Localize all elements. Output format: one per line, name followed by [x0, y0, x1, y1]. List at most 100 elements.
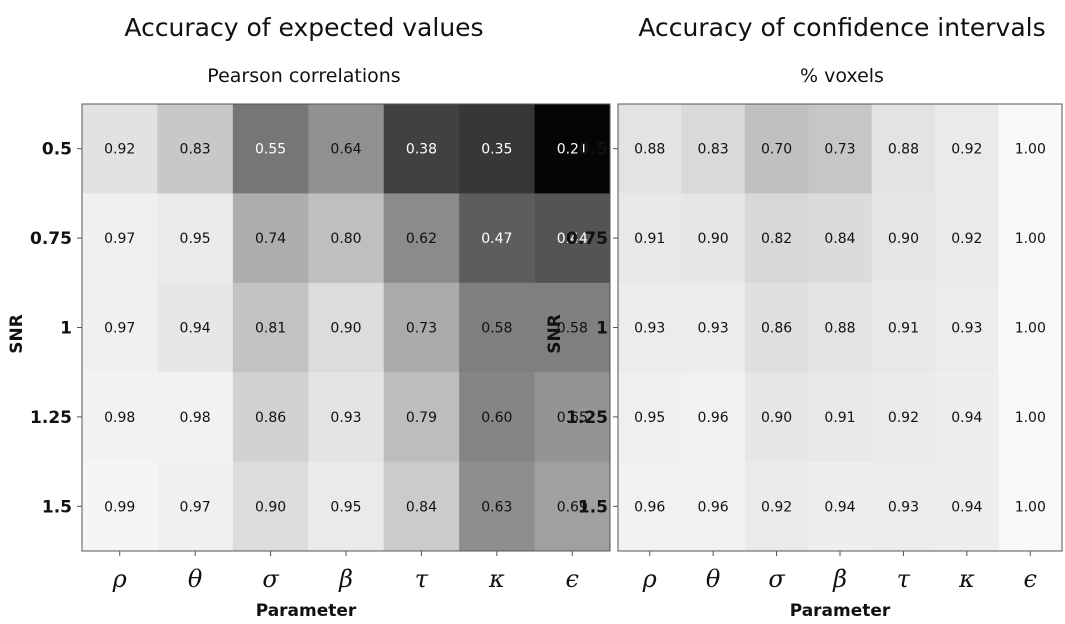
left-cell-value-label: 0.90	[255, 499, 286, 515]
right-heatmap-cell	[871, 193, 936, 284]
right-heatmap-cell	[808, 461, 873, 552]
left-heatmap-cell	[459, 372, 536, 463]
left-heatmap-cell	[383, 282, 460, 373]
right-cell-value-label: 0.88	[888, 142, 919, 158]
right-heatmap-cell	[998, 104, 1063, 194]
left-heatmap-cell	[232, 372, 309, 463]
right-heatmap-cell	[998, 193, 1063, 284]
left-heatmap-cell	[459, 104, 536, 194]
right-heatmap-cell	[618, 104, 682, 194]
right-cell-value-label: 0.86	[761, 321, 792, 337]
left-heatmap-cell	[534, 461, 611, 552]
right-heatmap-cell	[935, 461, 1000, 552]
right-cell-value-label: 1.00	[1015, 142, 1046, 158]
right-cell-value-label: 0.90	[698, 231, 729, 247]
left-heatmap-cell	[157, 461, 234, 552]
left-cell-value-label: 0.58	[481, 321, 512, 337]
left-cell-value-label: 0.69	[557, 499, 588, 515]
left-cell-value-label: 0.92	[104, 142, 135, 158]
right-heatmap-cell	[618, 372, 682, 463]
left-cell-value-label: 0.95	[180, 231, 211, 247]
right-cell-value-label: 0.96	[698, 410, 729, 426]
right-cell-value-label: 1.00	[1015, 321, 1046, 337]
left-cell-value-label: 0.47	[481, 231, 512, 247]
right-cell-value-label: 0.96	[634, 499, 665, 515]
right-heatmap-cell	[681, 461, 746, 552]
left-cell-value-label: 0.38	[406, 142, 437, 158]
left-heatmap-cell	[82, 461, 158, 552]
right-cell-value-label: 0.93	[634, 321, 665, 337]
right-heatmap-cell	[618, 282, 682, 373]
right-cell-value-label: 1.00	[1015, 499, 1046, 515]
right-chart-title: Accuracy of confidence intervals	[638, 13, 1045, 42]
right-y-tick-label: 1.5	[578, 497, 608, 517]
left-cell-value-label: 0.21	[557, 142, 588, 158]
left-heatmap-cell	[308, 282, 385, 373]
left-cell-value-label: 0.93	[330, 410, 361, 426]
left-cell-value-label: 0.94	[180, 321, 211, 337]
right-heatmap-cell	[935, 193, 1000, 284]
left-heatmap-cell	[82, 104, 158, 194]
right-y-tick-label: 0.5	[578, 140, 608, 160]
left-heatmap-panel: Accuracy of expected values Pearson corr…	[7, 13, 611, 621]
left-heatmap-cell	[232, 193, 309, 284]
left-cell-value-label: 0.58	[557, 321, 588, 337]
right-heatmap-cell	[871, 372, 936, 463]
left-heatmap-cell	[82, 193, 158, 284]
left-cell-value-label: 0.95	[330, 499, 361, 515]
left-cell-value-label: 0.90	[330, 321, 361, 337]
right-heatmap-cell	[935, 372, 1000, 463]
left-heatmap-cell	[534, 193, 611, 284]
left-heatmap-cell	[534, 282, 611, 373]
right-cell-value-label: 0.96	[698, 499, 729, 515]
left-cell-value-label: 0.60	[481, 410, 512, 426]
right-heatmap-cell	[998, 372, 1063, 463]
left-x-tick-label: ϵ	[566, 565, 579, 593]
right-heatmap-cell	[935, 104, 1000, 194]
left-cell-value-label: 0.86	[255, 410, 286, 426]
right-cell-value-label: 0.94	[951, 499, 982, 515]
left-x-tick-label: τ	[415, 565, 429, 593]
right-x-tick-label: τ	[897, 565, 911, 593]
right-heatmap-panel: Accuracy of confidence intervals % voxel…	[545, 13, 1063, 621]
right-heatmap-cells: 0.88 0.83 0.70 0.73 0.88 0.92 1.00 0.91 0.90 0.82…	[618, 104, 1063, 552]
left-cell-value-label: 0.62	[406, 231, 437, 247]
left-x-tick-label: β	[338, 565, 353, 593]
right-heatmap-cell	[618, 461, 682, 552]
right-heatmap-cell	[808, 282, 873, 373]
left-cell-value-label: 0.99	[104, 499, 135, 515]
left-heatmap-cell	[232, 282, 309, 373]
right-x-tick-label: ρ	[642, 565, 657, 593]
left-x-tick-label: θ	[188, 565, 203, 593]
left-cell-value-label: 0.98	[180, 410, 211, 426]
right-heatmap-cell	[808, 104, 873, 194]
left-heatmap-cell	[308, 104, 385, 194]
right-cell-value-label: 0.88	[634, 142, 665, 158]
right-heatmap-cell	[744, 282, 809, 373]
right-heatmap-cell	[744, 104, 809, 194]
left-heatmap-cell	[308, 193, 385, 284]
right-heatmap-cell	[681, 104, 746, 194]
left-heatmap-cell	[82, 282, 158, 373]
right-cell-value-label: 0.73	[824, 142, 855, 158]
left-heatmap-cell	[383, 461, 460, 552]
left-cell-value-label: 0.79	[406, 410, 437, 426]
left-heatmap-cell	[157, 193, 234, 284]
left-y-axis-label: SNR	[7, 314, 27, 354]
left-heatmap-cell	[308, 461, 385, 552]
right-heatmap-cell	[998, 461, 1063, 552]
right-cell-value-label: 0.93	[888, 499, 919, 515]
left-heatmap-cell	[459, 282, 536, 373]
left-cell-value-label: 0.81	[255, 321, 286, 337]
left-cell-value-label: 0.80	[330, 231, 361, 247]
right-heatmap-cell	[871, 461, 936, 552]
right-cell-value-label: 0.93	[698, 321, 729, 337]
right-x-tick-label: σ	[768, 565, 785, 593]
right-cell-value-label: 0.95	[634, 410, 665, 426]
right-heatmap-cell	[871, 282, 936, 373]
right-heatmap-cell	[871, 104, 936, 194]
right-heatmap-cell	[998, 282, 1063, 373]
right-y-tick-label: 1	[596, 319, 608, 339]
